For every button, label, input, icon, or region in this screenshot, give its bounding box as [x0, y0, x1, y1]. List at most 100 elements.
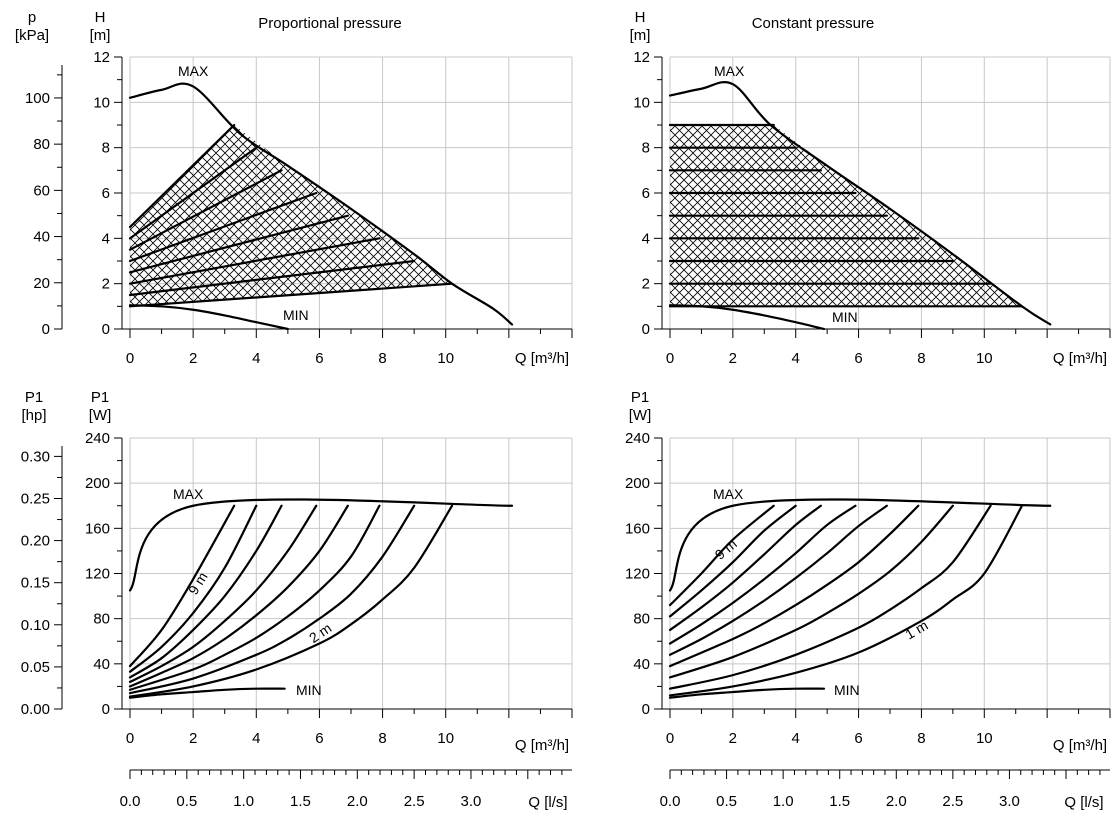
annotation-min-bottom-right: MIN — [834, 682, 860, 698]
plot-cp_h: 0 2 4 6 8 10 0 2 4 6 8 10 12 — [633, 49, 1111, 367]
series-step-4 — [668, 504, 822, 632]
series-min-1 — [128, 304, 289, 331]
series-band-7 — [128, 169, 283, 251]
series-band-9 — [128, 123, 236, 229]
x-label-q-m3h-bottom-left: Q [m³/h] — [515, 737, 569, 754]
y-label-p: p — [28, 9, 36, 26]
x-tick-label-1: 2 — [189, 350, 197, 367]
x2-tick-label-5: 2.5 — [404, 793, 425, 810]
y-tick-label-3: 120 — [85, 566, 110, 583]
series-min-1 — [668, 687, 826, 699]
x2-tick-label-1: 0.5 — [176, 793, 197, 810]
series-step-2 — [668, 504, 775, 607]
series-step-4 — [128, 504, 283, 679]
y-tick-label-2: 80 — [93, 611, 110, 628]
y-tick-label-3: 6 — [642, 185, 650, 202]
x-tick-label-5: 10 — [976, 730, 993, 747]
y-tick-label-2: 4 — [102, 230, 110, 247]
series-step-9 — [128, 504, 454, 698]
y-tick-label-1: 2 — [102, 276, 110, 293]
y2-tick-label-5: 100 — [25, 90, 50, 107]
x-tick-label-2: 4 — [252, 730, 260, 747]
series-step-2 — [128, 504, 236, 668]
series-max-0 — [128, 498, 514, 592]
x-tick-label-0: 0 — [666, 350, 674, 367]
series-step-7 — [668, 504, 920, 668]
series-step-6 — [668, 504, 888, 656]
y2-tick-label-4: 80 — [33, 136, 50, 153]
y-tick-label-2: 4 — [642, 230, 650, 247]
y-tick-label-5: 200 — [85, 475, 110, 492]
y-tick-label-1: 40 — [93, 656, 110, 673]
y-tick-label-1: 40 — [633, 656, 650, 673]
y-label-h-right: H — [635, 9, 646, 26]
y-unit-hp: [hp] — [21, 407, 46, 424]
y-unit-h-left: [m] — [90, 27, 111, 44]
x-label-q-m3h-top-left: Q [m³/h] — [515, 350, 569, 367]
y-tick-label-3: 120 — [625, 566, 650, 583]
x2-tick-label-6: 3.0 — [461, 793, 482, 810]
y2-tick-label-1: 20 — [33, 275, 50, 292]
y-tick-label-5: 10 — [93, 94, 110, 111]
x-label-q-m3h-top-right: Q [m³/h] — [1053, 350, 1107, 367]
plot-pp_p: 0 2 4 6 8 10 0 40 80 120 160 200 240 0.00 0.05 0.10 0.15… — [21, 430, 573, 810]
y-unit-h-right: [m] — [630, 27, 651, 44]
x-label-q-ls-right: Q [l/s] — [1064, 794, 1103, 811]
operating-area-hatch — [130, 125, 453, 307]
series-step-9 — [668, 504, 992, 690]
x-tick-label-2: 4 — [792, 350, 800, 367]
y2-tick-label-5: 0.25 — [21, 490, 50, 507]
x2-tick-label-0: 0.0 — [120, 793, 141, 810]
series-step-3 — [668, 504, 797, 618]
annotation-min-top-right: MIN — [832, 309, 858, 325]
x2-tick-label-0: 0.0 — [660, 793, 681, 810]
y-tick-label-4: 8 — [642, 140, 650, 157]
series-band-5 — [128, 214, 349, 274]
series-step-5 — [668, 504, 857, 645]
y-tick-label-0: 0 — [642, 701, 650, 718]
x-tick-label-0: 0 — [126, 350, 134, 367]
annotation-min-bottom-left: MIN — [296, 682, 322, 698]
plot-cp_p: 0 2 4 6 8 10 0 40 80 120 160 200 240 0.0 0.5 1.0 1.5 2.0 2… — [625, 430, 1111, 810]
chart-title-constant: Constant pressure — [752, 15, 875, 32]
y-tick-label-6: 240 — [625, 430, 650, 447]
y2-tick-label-2: 40 — [33, 229, 50, 246]
x-tick-label-0: 0 — [126, 730, 134, 747]
y-tick-label-5: 10 — [633, 94, 650, 111]
series-band-3 — [128, 259, 416, 297]
series-step-5 — [128, 504, 318, 683]
annotation-2m-left: 2 m — [306, 620, 334, 646]
y-tick-label-4: 8 — [102, 140, 110, 157]
series-min-1 — [128, 687, 286, 699]
y2-tick-label-6: 0.30 — [21, 448, 50, 465]
y2-tick-label-1: 0.05 — [21, 659, 50, 676]
series-max-0 — [668, 80, 1052, 326]
y2-tick-label-2: 0.10 — [21, 617, 50, 634]
y-unit-w-right: [W] — [629, 407, 652, 424]
x-tick-label-1: 2 — [189, 730, 197, 747]
x-tick-label-1: 2 — [729, 730, 737, 747]
x-tick-label-4: 8 — [378, 730, 386, 747]
series-step-8 — [128, 504, 416, 695]
series-band-4 — [128, 237, 381, 285]
x2-tick-label-4: 2.0 — [886, 793, 907, 810]
series-step-6 — [128, 504, 349, 688]
x-tick-label-3: 6 — [854, 730, 862, 747]
y-label-h-left: H — [95, 9, 106, 26]
x-label-q-ls-left: Q [l/s] — [528, 794, 567, 811]
x-tick-label-3: 6 — [315, 350, 323, 367]
series-band-6 — [128, 191, 318, 263]
y-tick-label-3: 6 — [102, 185, 110, 202]
x-tick-label-0: 0 — [666, 730, 674, 747]
y-unit-w-left: [W] — [89, 407, 112, 424]
y-tick-label-6: 240 — [85, 430, 110, 447]
y2-tick-label-4: 0.20 — [21, 533, 50, 550]
x-tick-label-4: 8 — [917, 350, 925, 367]
x-tick-label-5: 10 — [437, 350, 454, 367]
y-tick-label-0: 0 — [102, 321, 110, 338]
x-tick-label-4: 8 — [917, 730, 925, 747]
annotation-1m-right: 1 m — [902, 617, 930, 643]
